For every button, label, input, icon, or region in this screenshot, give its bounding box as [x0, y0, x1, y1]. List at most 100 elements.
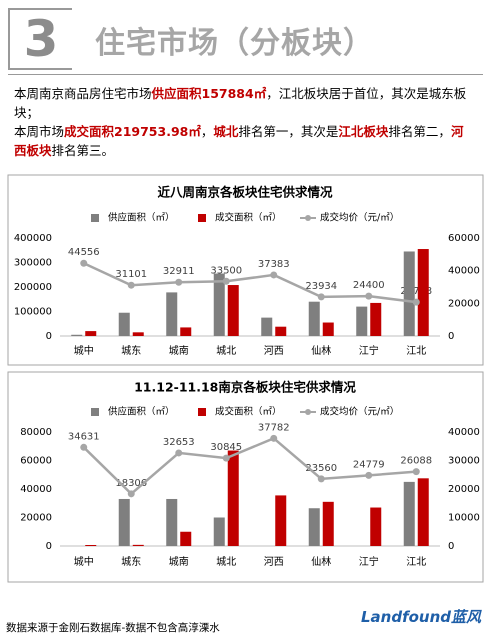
summary: 本周南京商品房住宅市场供应面积157884㎡，江北板块居于首位，其次是城东板块；… — [14, 84, 474, 160]
text: 本周市场 — [14, 124, 65, 139]
divider — [8, 74, 483, 75]
section-number: 3 — [8, 8, 72, 70]
y-tick-label: 60000 — [20, 456, 52, 467]
x-tick-label: 城北 — [216, 556, 236, 568]
bar — [180, 531, 192, 546]
legend-label: 供应面积（㎡） — [108, 212, 175, 224]
x-tick-label: 城南 — [169, 344, 189, 357]
y2-tick-label: 10000 — [448, 513, 480, 524]
bar — [370, 302, 382, 336]
y-tick-label: 0 — [46, 541, 52, 552]
data-label: 33500 — [210, 265, 242, 276]
text: 本周南京商品房住宅市场 — [14, 86, 152, 101]
bar — [132, 544, 144, 546]
section-title: 住宅市场（分板块） — [95, 26, 374, 61]
data-label: 24779 — [353, 459, 385, 470]
price-point — [317, 475, 325, 483]
x-tick-label: 城中 — [74, 555, 94, 568]
chart-frame — [7, 371, 484, 583]
x-tick-label: 河西 — [264, 345, 284, 357]
bar — [261, 317, 273, 336]
x-tick-label: 江北 — [406, 345, 426, 357]
y-tick-label: 100000 — [14, 307, 52, 318]
y2-tick-label: 20000 — [448, 298, 480, 309]
price-point — [175, 278, 183, 286]
x-tick-label: 城北 — [216, 345, 236, 357]
data-label: 32653 — [163, 437, 195, 448]
text: 排名第二， — [388, 124, 451, 139]
bar — [370, 507, 382, 546]
bar — [417, 478, 429, 546]
bar — [213, 517, 225, 546]
highlight: 江北板块 — [338, 124, 389, 139]
highlight: 供应面积157884㎡ — [151, 86, 267, 101]
price-point — [127, 281, 135, 289]
legend-swatch — [91, 214, 99, 222]
data-label: 44556 — [68, 247, 100, 258]
price-point — [270, 434, 278, 442]
y-tick-label: 80000 — [20, 427, 52, 438]
legend-label: 成交面积（㎡） — [215, 406, 282, 418]
price-point — [317, 293, 325, 301]
paragraph: 本周南京商品房住宅市场供应面积157884㎡，江北板块居于首位，其次是城东板块； — [14, 84, 474, 122]
bar — [308, 301, 320, 336]
legend-swatch — [91, 408, 99, 416]
data-label: 30845 — [210, 442, 242, 453]
x-tick-label: 江宁 — [359, 555, 379, 568]
x-tick-label: 仙林 — [311, 555, 331, 568]
price-point — [80, 443, 88, 451]
x-tick-label: 城东 — [121, 555, 141, 568]
y-tick-label: 200000 — [14, 282, 52, 293]
y2-tick-label: 30000 — [448, 456, 480, 467]
price-line — [83, 262, 417, 304]
legend-label: 成交面积（㎡） — [215, 212, 282, 224]
bar — [308, 508, 320, 546]
x-tick-label: 城南 — [169, 555, 189, 568]
x-tick-label: 城中 — [74, 344, 94, 357]
data-label: 20728 — [400, 286, 432, 297]
y-tick-label: 40000 — [20, 484, 52, 495]
bar — [85, 331, 97, 336]
y-tick-label: 0 — [46, 331, 52, 342]
charts: 近八周南京各板块住宅供求情况01000002000003000004000000… — [7, 174, 484, 583]
x-tick-label: 河西 — [264, 556, 284, 568]
price-point — [222, 277, 230, 285]
y2-tick-label: 40000 — [448, 266, 480, 277]
legend-marker — [305, 215, 311, 221]
bar — [322, 501, 334, 546]
bar — [118, 498, 130, 546]
legend-marker — [305, 409, 311, 415]
price-point — [412, 298, 420, 306]
y-tick-label: 300000 — [14, 258, 52, 269]
price-point — [270, 271, 278, 279]
bar — [322, 322, 334, 336]
legend-label: 供应面积（㎡） — [108, 406, 175, 418]
data-label: 37383 — [258, 259, 290, 270]
bar — [356, 306, 368, 336]
y2-tick-label: 20000 — [448, 484, 480, 495]
y-tick-label: 400000 — [14, 233, 52, 244]
y2-tick-label: 0 — [448, 541, 454, 552]
text: ，江北板块居于首位，其次是城东板块； — [14, 86, 467, 120]
price-point — [80, 259, 88, 267]
bar — [118, 312, 130, 336]
bar — [213, 273, 225, 336]
y-tick-label: 20000 — [20, 513, 52, 524]
data-label: 23560 — [305, 463, 337, 474]
bar — [275, 326, 287, 336]
x-tick-label: 仙林 — [311, 344, 331, 357]
legend-swatch — [198, 408, 206, 416]
bar — [227, 285, 239, 336]
x-tick-label: 城东 — [121, 344, 141, 357]
bar — [180, 327, 192, 336]
bar — [417, 249, 429, 336]
price-point — [222, 454, 230, 462]
bar — [85, 545, 97, 546]
highlight: 河西板块 — [14, 124, 464, 158]
data-label: 23934 — [305, 281, 337, 292]
price-point — [127, 490, 135, 498]
chart-title: 近八周南京各板块住宅供求情况 — [157, 185, 333, 200]
price-point — [365, 471, 373, 479]
bar — [71, 334, 83, 336]
price-point — [175, 449, 183, 457]
